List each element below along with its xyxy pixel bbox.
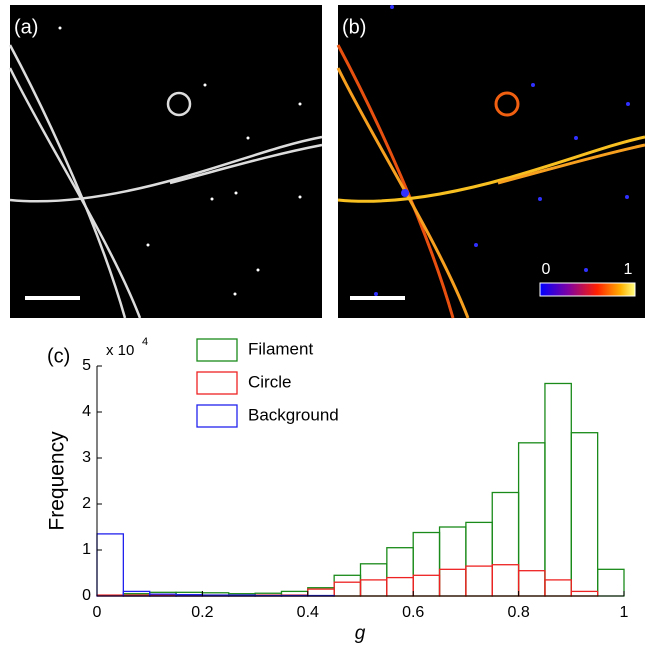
x-axis-label: g (355, 623, 366, 644)
histogram-bar (334, 575, 360, 596)
x-tick-label: 0 (93, 604, 102, 621)
legend-swatch (197, 339, 237, 361)
y-tick-label: 0 (82, 587, 91, 604)
histogram-bar (361, 580, 387, 596)
histogram-bar (387, 548, 413, 596)
x-tick-label: 0.8 (507, 604, 529, 621)
histogram-bar (519, 571, 545, 596)
histogram-bar (97, 534, 123, 596)
histogram-bar (440, 527, 466, 596)
histogram-bar (334, 582, 360, 596)
legend-swatch (197, 405, 237, 427)
histogram-bar (413, 575, 439, 596)
x-tick-label: 0.6 (402, 604, 424, 621)
histogram-bar (492, 493, 518, 597)
colorbar-tick-label: 1 (624, 261, 633, 278)
colorbar (540, 283, 635, 296)
histogram-bar (571, 433, 597, 596)
histogram-bar (440, 569, 466, 596)
panel-label: (a) (14, 16, 38, 38)
y-multiplier-exponent: 4 (142, 336, 148, 348)
histogram-bar (571, 591, 597, 596)
y-tick-label: 3 (82, 449, 91, 466)
panel-b: (b) (338, 5, 645, 318)
y-tick-label: 4 (82, 403, 91, 420)
histogram-bar (492, 565, 518, 596)
y-multiplier: x 10 (106, 342, 134, 359)
x-tick-label: 0.4 (297, 604, 319, 621)
histogram-bar (413, 533, 439, 596)
panel-a: (a) (10, 5, 322, 318)
colorbar-tick-label: 0 (542, 261, 551, 278)
legend-swatch (197, 372, 237, 394)
y-tick-label: 1 (82, 541, 91, 558)
x-tick-label: 1 (620, 604, 629, 621)
histogram-bar (466, 566, 492, 596)
x-tick-label: 0.2 (191, 604, 213, 621)
histogram-bar (545, 580, 571, 596)
legend-label: Background (248, 405, 339, 424)
histogram-bar (519, 443, 545, 596)
legend-label: Circle (248, 372, 291, 391)
y-tick-label: 5 (82, 357, 91, 374)
panel-label: (c) (47, 345, 70, 367)
legend-label: Filament (248, 339, 313, 358)
histogram-bar (466, 522, 492, 596)
y-tick-label: 2 (82, 495, 91, 512)
histogram-bar (387, 578, 413, 596)
panel-label: (b) (342, 16, 366, 38)
y-axis-label: Frequency (46, 431, 69, 531)
histogram-bar (598, 569, 624, 596)
histogram-bar (545, 383, 571, 596)
